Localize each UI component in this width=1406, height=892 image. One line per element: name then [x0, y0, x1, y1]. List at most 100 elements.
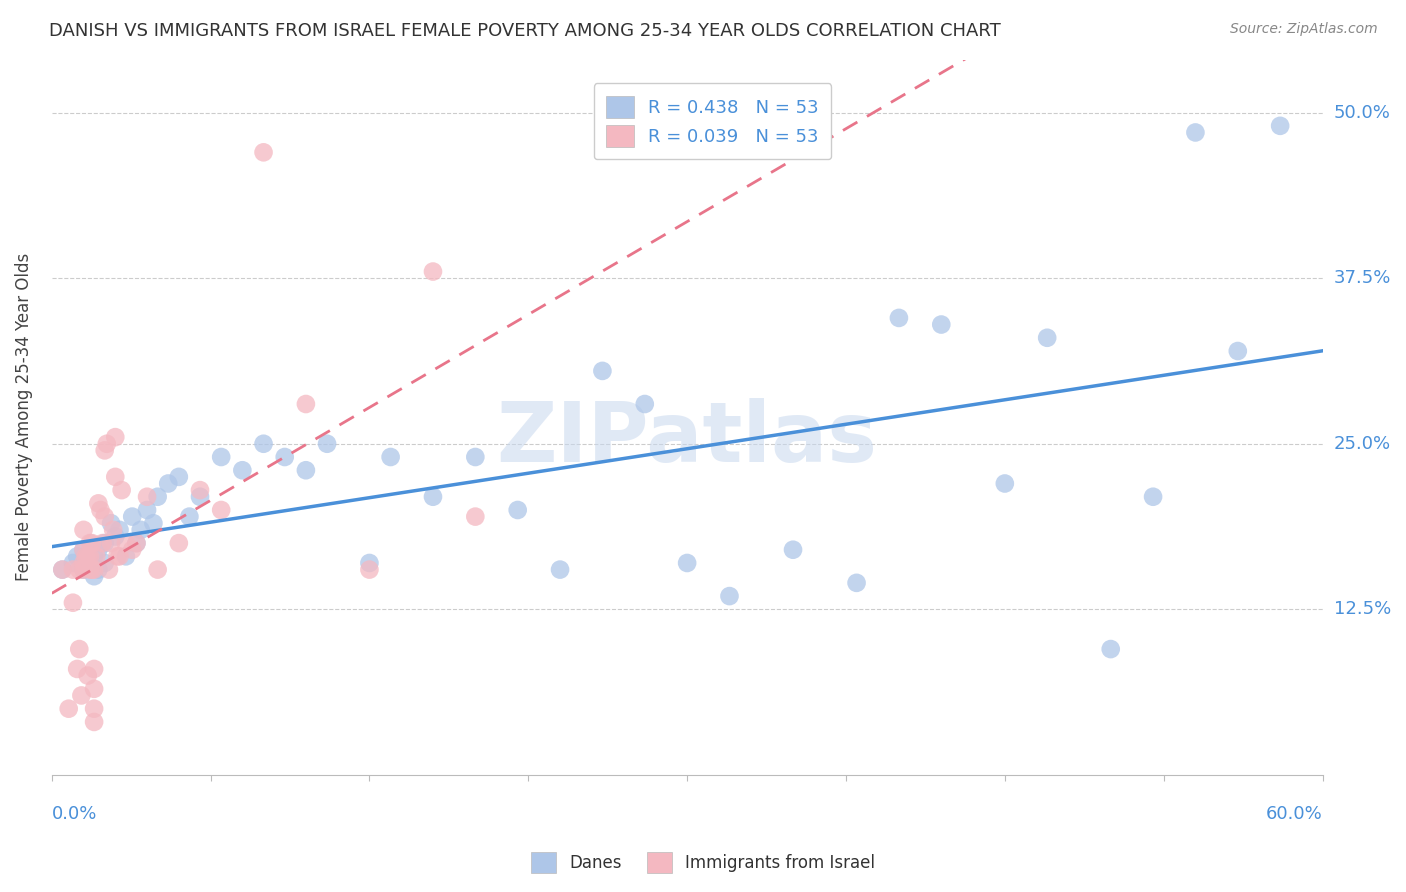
Point: [104, 529, 127, 543]
Point: [51, 563, 73, 577]
Point: [591, 364, 613, 378]
Point: [718, 589, 741, 603]
Point: [83, 662, 105, 676]
Point: [1226, 344, 1249, 359]
Point: [58, 701, 80, 715]
Point: [108, 523, 131, 537]
Point: [84, 549, 107, 564]
Point: [136, 490, 159, 504]
Text: Source: ZipAtlas.com: Source: ZipAtlas.com: [1230, 22, 1378, 37]
Point: [87, 496, 110, 510]
Point: [994, 476, 1017, 491]
Point: [380, 450, 402, 464]
Point: [72, 563, 94, 577]
Point: [108, 549, 131, 564]
Point: [121, 509, 143, 524]
Point: [188, 483, 211, 497]
Point: [157, 476, 180, 491]
Point: [67, 642, 90, 657]
Point: [76, 549, 98, 564]
Point: [70, 689, 93, 703]
Text: 37.5%: 37.5%: [1334, 269, 1391, 287]
Y-axis label: Female Poverty Among 25-34 Year Olds: Female Poverty Among 25-34 Year Olds: [15, 253, 32, 582]
Point: [83, 549, 105, 564]
Point: [104, 430, 127, 444]
Point: [72, 523, 94, 537]
Point: [1099, 642, 1122, 657]
Point: [91, 536, 114, 550]
Point: [67, 563, 90, 577]
Point: [209, 503, 232, 517]
Point: [87, 563, 110, 577]
Point: [66, 549, 89, 564]
Point: [72, 542, 94, 557]
Point: [929, 318, 952, 332]
Point: [422, 490, 444, 504]
Point: [80, 563, 103, 577]
Point: [782, 542, 804, 557]
Point: [146, 490, 169, 504]
Point: [115, 536, 138, 550]
Text: 25.0%: 25.0%: [1334, 434, 1391, 453]
Point: [79, 556, 101, 570]
Point: [66, 662, 89, 676]
Point: [422, 264, 444, 278]
Point: [89, 503, 111, 517]
Point: [252, 436, 274, 450]
Point: [121, 542, 143, 557]
Point: [1268, 119, 1291, 133]
Point: [274, 450, 297, 464]
Point: [83, 701, 105, 715]
Point: [188, 490, 211, 504]
Point: [136, 503, 159, 517]
Point: [1184, 125, 1206, 139]
Point: [62, 596, 84, 610]
Point: [676, 556, 699, 570]
Point: [80, 536, 103, 550]
Point: [548, 563, 571, 577]
Point: [231, 463, 253, 477]
Point: [62, 556, 84, 570]
Point: [83, 563, 105, 577]
Point: [464, 509, 486, 524]
Point: [87, 542, 110, 557]
Point: [167, 470, 190, 484]
Point: [93, 443, 115, 458]
Point: [506, 503, 529, 517]
Legend: R = 0.438   N = 53, R = 0.039   N = 53: R = 0.438 N = 53, R = 0.039 N = 53: [593, 83, 831, 160]
Point: [359, 563, 381, 577]
Point: [83, 714, 105, 729]
Point: [97, 563, 120, 577]
Point: [1142, 490, 1164, 504]
Text: 60.0%: 60.0%: [1265, 805, 1323, 823]
Point: [72, 556, 94, 570]
Point: [101, 523, 124, 537]
Point: [51, 563, 73, 577]
Point: [142, 516, 165, 531]
Point: [252, 145, 274, 160]
Point: [72, 542, 94, 557]
Point: [72, 563, 94, 577]
Point: [62, 563, 84, 577]
Point: [111, 483, 134, 497]
Point: [93, 509, 115, 524]
Point: [76, 668, 98, 682]
Point: [125, 536, 148, 550]
Text: 0.0%: 0.0%: [52, 805, 97, 823]
Legend: Danes, Immigrants from Israel: Danes, Immigrants from Israel: [524, 846, 882, 880]
Point: [100, 516, 122, 531]
Point: [104, 470, 127, 484]
Point: [464, 450, 486, 464]
Text: ZIPatlas: ZIPatlas: [496, 398, 877, 479]
Point: [295, 397, 318, 411]
Point: [75, 549, 97, 564]
Text: DANISH VS IMMIGRANTS FROM ISRAEL FEMALE POVERTY AMONG 25-34 YEAR OLDS CORRELATIO: DANISH VS IMMIGRANTS FROM ISRAEL FEMALE …: [49, 22, 1001, 40]
Point: [316, 436, 339, 450]
Point: [179, 509, 201, 524]
Point: [100, 536, 122, 550]
Point: [83, 681, 105, 696]
Point: [1036, 331, 1059, 345]
Point: [146, 563, 169, 577]
Point: [93, 556, 115, 570]
Point: [93, 536, 115, 550]
